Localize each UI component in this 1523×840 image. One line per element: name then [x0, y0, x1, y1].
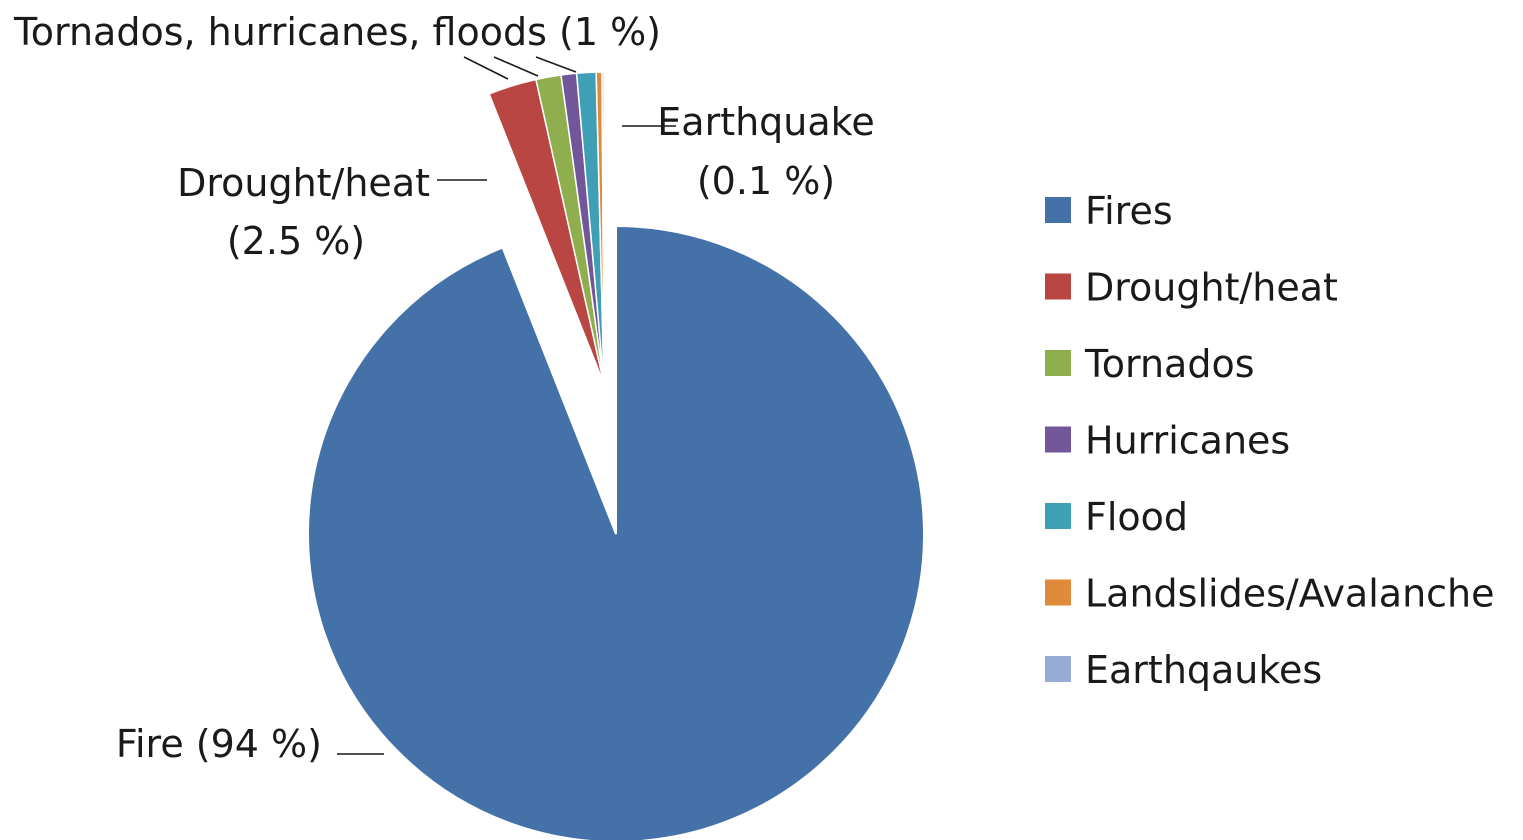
- leader-line-hurricanes: [493, 56, 539, 77]
- legend-label-hurricanes: Hurricanes: [1085, 419, 1290, 463]
- legend: Fires Drought/heat Tornados Hurricanes Flood…: [1045, 189, 1495, 692]
- pie-slices: [307, 71, 925, 840]
- legend-label-earthqaukes: Earthqaukes: [1085, 648, 1322, 692]
- legend-label-flood: Flood: [1085, 495, 1188, 539]
- legend-label-landslides-avalanche: Landslides/Avalanche: [1085, 572, 1495, 616]
- annotation-tornados-group: Tornados, hurricanes, floods (1 %): [13, 10, 661, 54]
- legend-label-tornados: Tornados: [1084, 342, 1255, 386]
- pie-slice-earthqaukes: [601, 71, 605, 385]
- legend-swatch-earthqaukes: [1045, 656, 1071, 682]
- legend-label-fires: Fires: [1085, 189, 1173, 233]
- annotation-earthquake-line2: (0.1 %): [697, 159, 835, 203]
- legend-swatch-tornados: [1045, 350, 1071, 376]
- legend-label-drought-heat: Drought/heat: [1085, 266, 1338, 310]
- annotation-drought-line2: (2.5 %): [227, 219, 365, 263]
- annotation-fire: Fire (94 %): [116, 722, 322, 766]
- legend-swatch-hurricanes: [1045, 426, 1071, 453]
- annotation-earthquake-line1: Earthquake: [657, 100, 874, 144]
- leader-line-flood: [535, 56, 577, 73]
- annotation-drought-line1: Drought/heat: [177, 161, 430, 205]
- legend-swatch-landslides-avalanche: [1045, 579, 1071, 606]
- legend-swatch-flood: [1045, 503, 1071, 529]
- legend-swatch-drought-heat: [1045, 273, 1071, 300]
- pie-slice-fires: [307, 224, 925, 840]
- leader-line-tornados: [463, 56, 509, 80]
- legend-swatch-fires: [1045, 197, 1071, 223]
